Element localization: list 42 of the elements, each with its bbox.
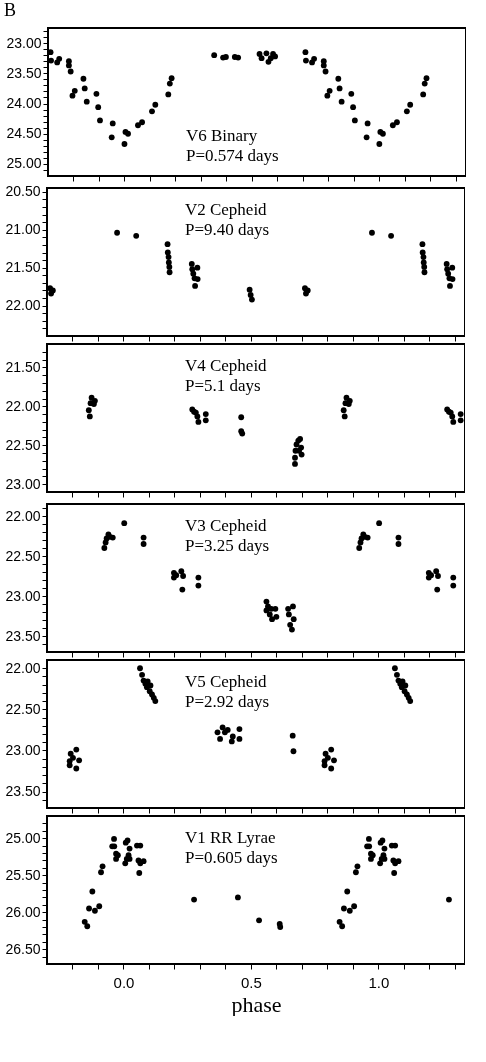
y-tick-label: 23.50 (5, 783, 41, 800)
y-tick-label: 23.00 (5, 741, 41, 758)
y-tick-label: 21.50 (5, 259, 41, 276)
y-tick-label: 20.50 (5, 183, 41, 200)
annotation: V1 RR Lyrae (184, 828, 276, 847)
y-tick-label: 21.00 (5, 221, 41, 238)
annotation: P=3.25 days (184, 536, 270, 555)
y-tick-label: 26.00 (5, 903, 41, 920)
annotation: P=5.1 days (184, 376, 261, 395)
y-tick-label: 22.00 (5, 397, 41, 414)
y-tick-label: 23.00 (5, 587, 41, 604)
annotation: V6 Binary (185, 126, 258, 145)
y-tick-label: 25.50 (5, 866, 41, 883)
y-tick-label: 21.50 (5, 358, 41, 375)
y-tick-label: 23.50 (5, 627, 41, 644)
y-tick-label: 22.00 (5, 297, 41, 314)
y-tick-label: 26.50 (5, 940, 41, 957)
annotation: P=9.40 days (184, 220, 270, 239)
y-tick-label: 23.00 (5, 475, 41, 492)
x-tick-label: 0.5 (240, 973, 262, 991)
x-tick-label: 0.0 (113, 973, 135, 991)
annotation: V2 Cepheid (184, 200, 268, 219)
x-tick-label: 1.0 (368, 973, 390, 991)
y-tick-label: 24.50 (6, 125, 42, 142)
annotation: P=0.574 days (185, 146, 279, 165)
annotation: P=2.92 days (184, 692, 270, 711)
y-tick-label: 22.50 (5, 436, 41, 453)
y-tick-label: 25.00 (5, 829, 41, 846)
y-tick-label: 22.50 (5, 547, 41, 564)
x-axis-title: phase (231, 991, 282, 1017)
annotation: V5 Cepheid (184, 672, 268, 691)
y-tick-label: 23.50 (6, 64, 42, 81)
chart-title: B (4, 0, 17, 21)
y-tick-label: 22.00 (5, 659, 41, 676)
annotation: V4 Cepheid (184, 356, 268, 375)
y-tick-label: 22.50 (5, 700, 41, 717)
annotation: P=0.605 days (184, 848, 278, 867)
y-tick-label: 22.00 (5, 507, 41, 524)
y-tick-label: 24.00 (6, 95, 42, 112)
y-tick-label: 25.00 (6, 155, 42, 172)
annotation: V3 Cepheid (184, 516, 268, 535)
y-tick-label: 23.00 (6, 34, 42, 51)
